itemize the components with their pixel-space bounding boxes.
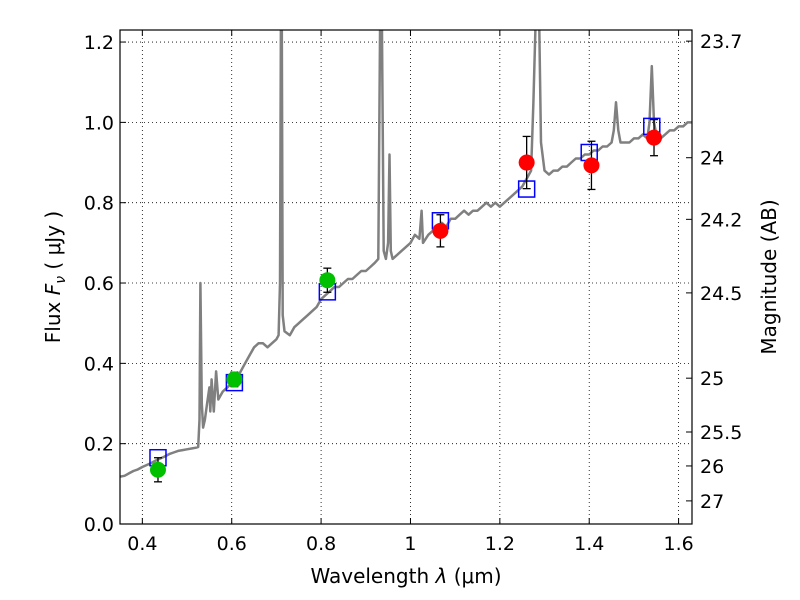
- nir-observation-point: [583, 157, 600, 174]
- spectrum-line: [120, 30, 692, 478]
- right-tick-label: 26: [700, 456, 724, 478]
- optical-observation-point: [149, 461, 166, 478]
- optical-observation-point: [226, 371, 243, 388]
- y-tick-label: 0.4: [84, 353, 114, 375]
- right-tick-label: 24.5: [700, 283, 742, 305]
- right-tick-label: 27: [700, 491, 724, 513]
- right-tick-label: 24: [700, 148, 724, 170]
- y-tick-label: 1.2: [84, 32, 114, 54]
- nir-observation-point: [432, 222, 449, 239]
- nir-observation-point: [518, 154, 535, 171]
- y-tick-label: 0.8: [84, 193, 114, 215]
- y-tick-label: 1.0: [84, 112, 114, 134]
- axis-ticks: 0.4 0.6 0.8 1 1.2 1.4 1.6 0.0 0.2 0.4 0.6 0.8 1.0 1.2…: [84, 30, 742, 555]
- right-tick-label: 24.2: [700, 209, 742, 231]
- x-tick-label: 1.4: [574, 533, 604, 555]
- x-tick-label: 1: [404, 533, 416, 555]
- y-tick-label: 0.6: [84, 273, 114, 295]
- y-tick-label: 0.2: [84, 434, 114, 456]
- right-tick-label: 25.5: [700, 422, 742, 444]
- right-tick-label: 25: [700, 368, 724, 390]
- x-tick-label: 0.6: [217, 533, 247, 555]
- optical-observation-point: [319, 272, 336, 289]
- right-axis-label: Magnitude (AB): [757, 199, 781, 354]
- photometry-markers: [149, 117, 663, 483]
- x-tick-label: 1.2: [485, 533, 515, 555]
- y-tick-label: 0.0: [84, 514, 114, 536]
- spectrum-series: [120, 30, 692, 478]
- x-tick-label: 0.8: [306, 533, 336, 555]
- grid-lines: [120, 30, 692, 525]
- right-tick-label: 23.7: [700, 31, 742, 53]
- x-tick-label: 0.4: [127, 533, 157, 555]
- y-axis-label: Flux Fν ( μJy ): [41, 211, 69, 343]
- plot-frame: [119, 29, 693, 525]
- x-tick-label: 1.6: [663, 533, 693, 555]
- nir-observation-point: [646, 129, 663, 146]
- x-axis-label: Wavelength λ (μm): [310, 564, 501, 588]
